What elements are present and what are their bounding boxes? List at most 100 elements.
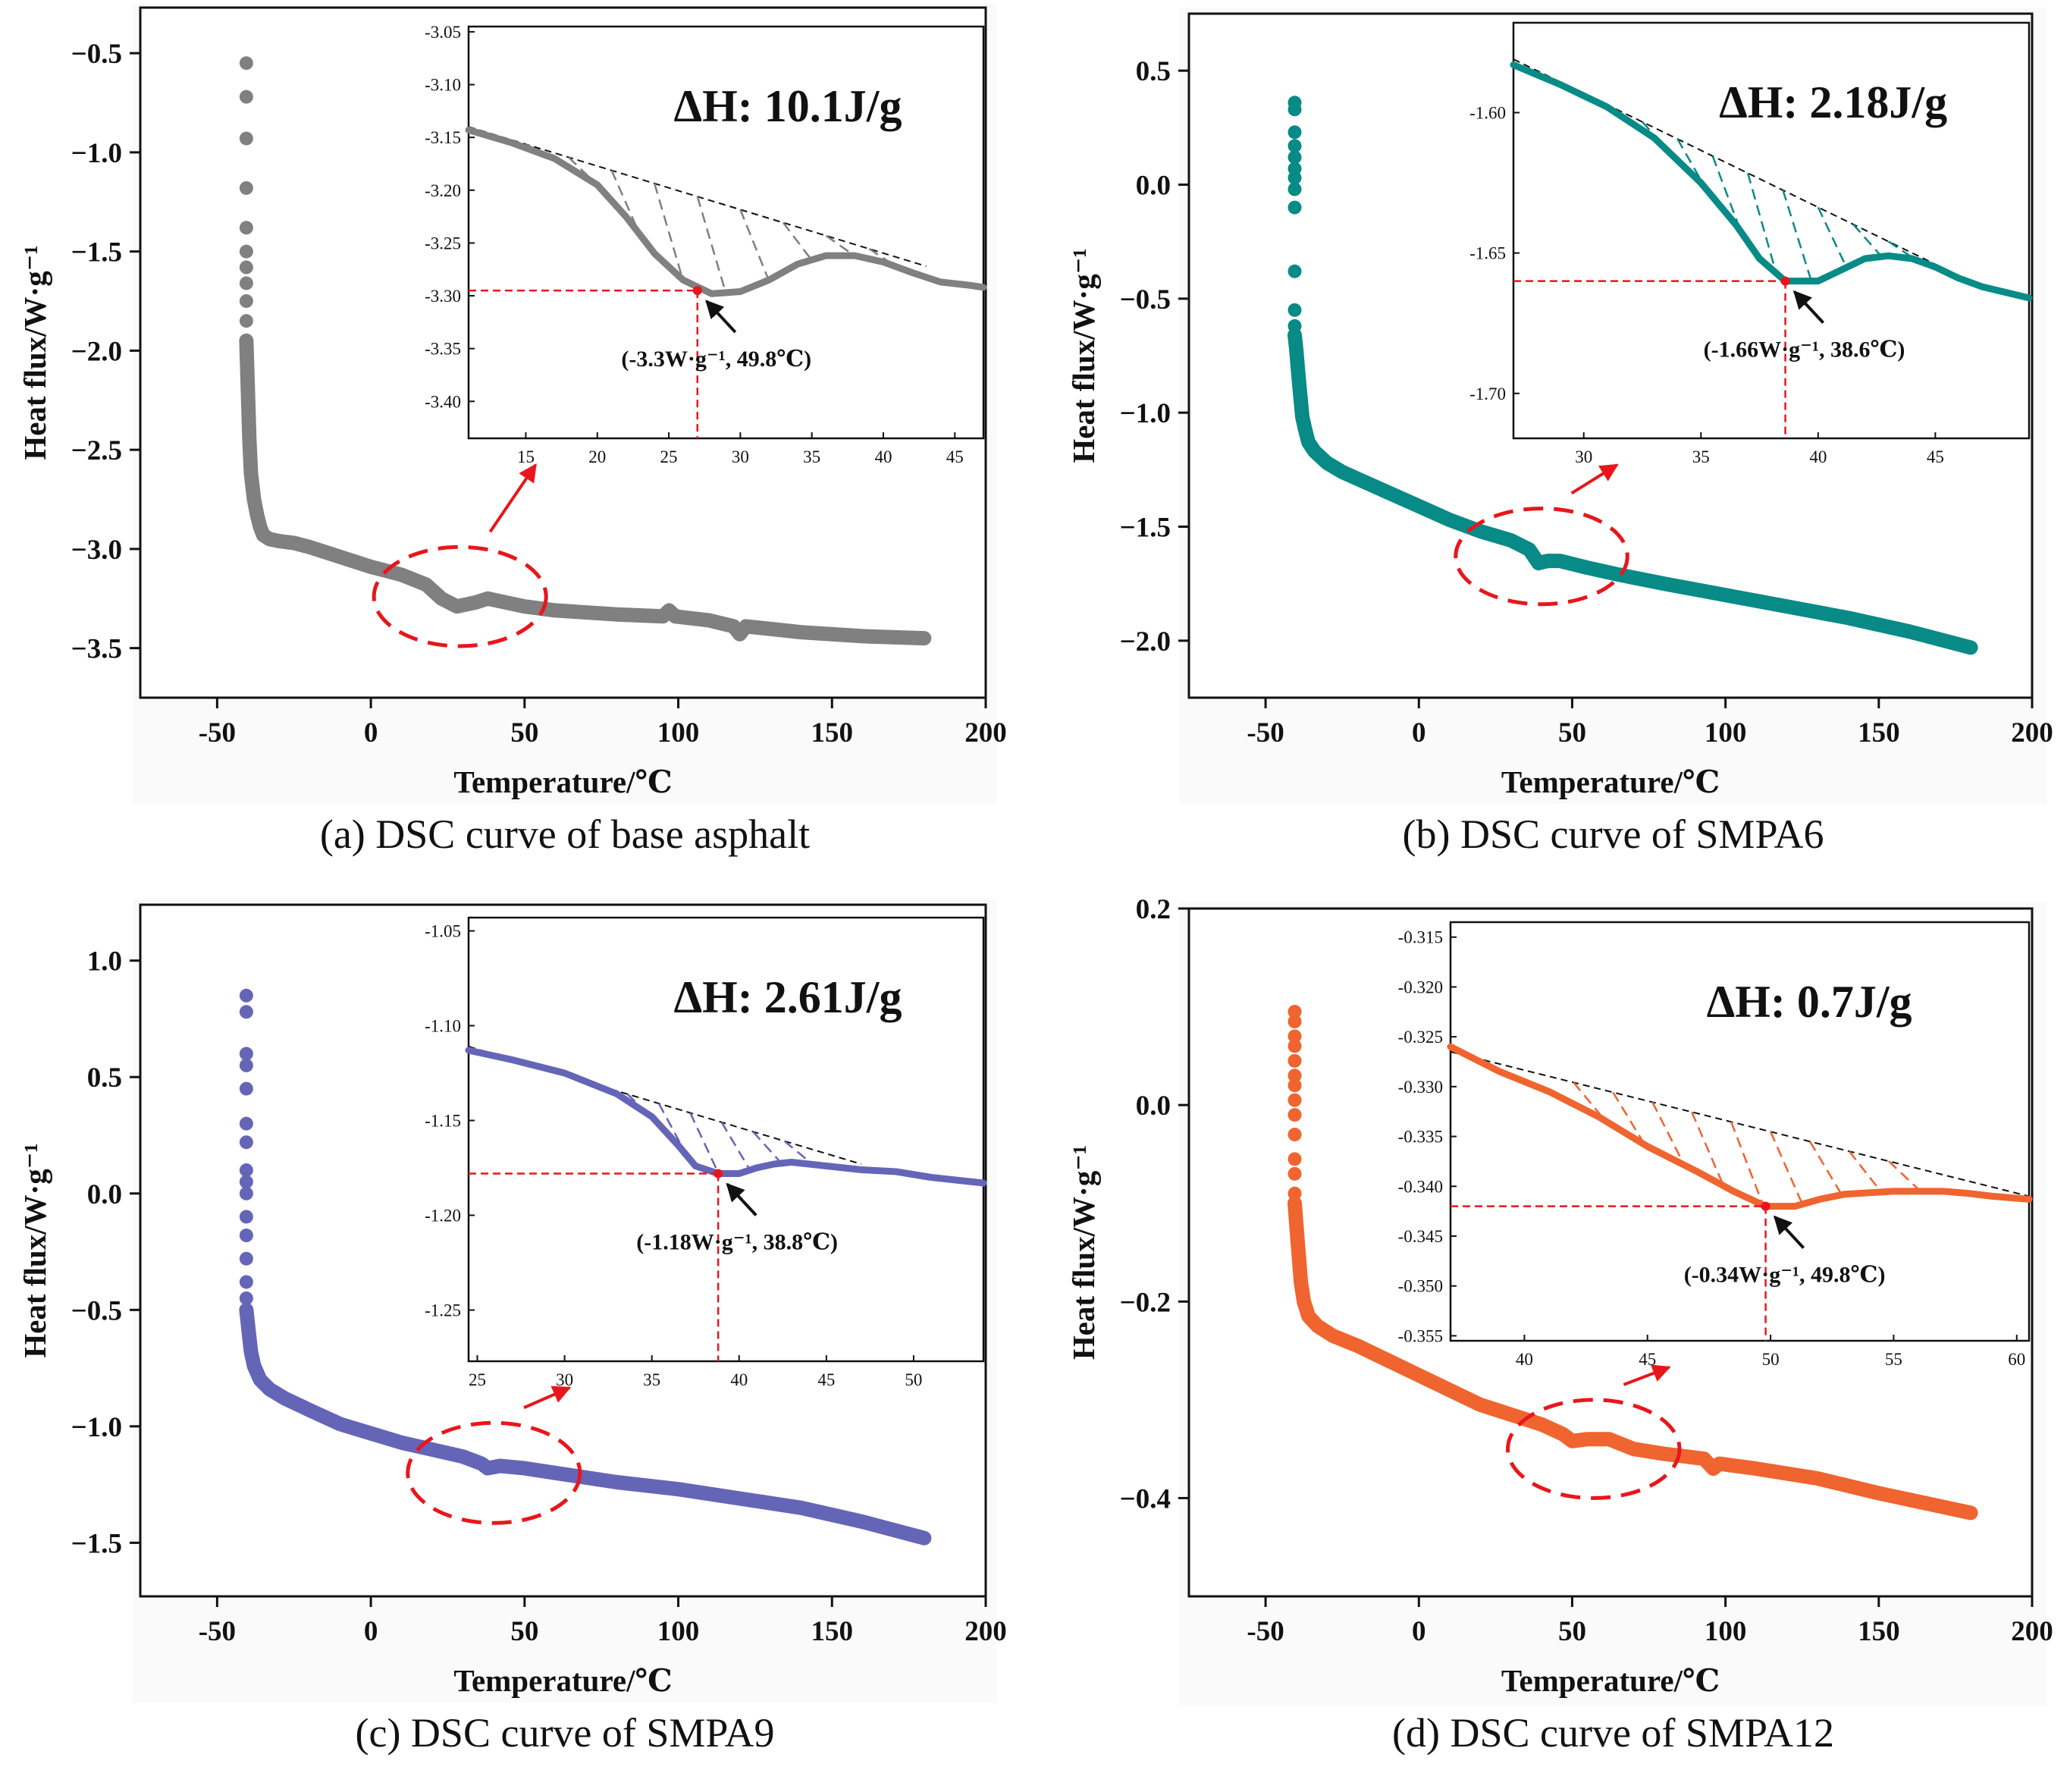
data-point [1287, 1015, 1302, 1029]
inset-hatch-line [868, 248, 899, 268]
x-tick-label: 200 [2011, 1616, 2053, 1647]
x-tick-label: 150 [811, 717, 854, 748]
data-point [1287, 102, 1302, 117]
y-tick-label: 0.2 [1136, 894, 1171, 925]
inset-hatch-line [696, 196, 727, 293]
data-point [1287, 1108, 1302, 1122]
inset-curve [1510, 61, 2033, 302]
inset-hatch-line [1888, 1160, 1921, 1192]
inset-y-tick-label: -0.355 [1398, 1326, 1443, 1345]
x-tick-label: 100 [1705, 1616, 1747, 1647]
x-tick-label: 200 [964, 1616, 1007, 1647]
inset-x-tick-label: 30 [732, 447, 749, 466]
panel-d: -50 0 50 100 150 200 0.2 0.0 −0.2 −0.4 Temperature… [1066, 894, 2053, 1756]
data-point [239, 131, 253, 146]
series-line [1287, 328, 1978, 655]
data-point [239, 1175, 253, 1189]
y-tick-label: −1.0 [1120, 398, 1171, 429]
inset-y-tick-label: -0.335 [1398, 1128, 1443, 1147]
data-point [239, 1135, 253, 1150]
y-tick-label: −3.0 [71, 535, 122, 566]
data-point [1287, 1053, 1302, 1068]
inset-x-tick-label: 45 [1639, 1350, 1656, 1369]
highlight-ellipse [1506, 1398, 1682, 1500]
inset-y-tick-label: -0.350 [1398, 1277, 1443, 1296]
inset-y-tick-label: -0.340 [1398, 1177, 1443, 1196]
y-axis-label: Heat flux/W·g⁻¹ [17, 1143, 52, 1357]
x-tick-label: -50 [1247, 717, 1284, 748]
x-tick-label: 100 [657, 1616, 700, 1647]
series-line [239, 333, 932, 646]
panel-caption: (c) DSC curve of SMPA9 [356, 1710, 775, 1756]
zoom-arrow [488, 463, 538, 533]
inset-x-tick-label: 35 [803, 447, 820, 466]
data-point [1287, 1152, 1302, 1166]
y-tick-label: −2.0 [1120, 626, 1171, 657]
y-tick-label: 0.0 [1136, 171, 1171, 202]
inset-y-tick-label: -1.15 [425, 1112, 461, 1131]
data-point [239, 1047, 253, 1061]
data-point [1287, 200, 1302, 215]
y-tick-label: −0.5 [1120, 284, 1171, 315]
peak-arrow [1792, 290, 1825, 325]
highlight-ellipse [1454, 506, 1629, 607]
enthalpy-label: ΔH: 2.61J/g [674, 972, 902, 1022]
y-tick-label: −1.0 [71, 138, 122, 169]
y-axis-label: Heat flux/W·g⁻¹ [1066, 248, 1101, 463]
inset-hatch-line [1848, 1150, 1882, 1193]
data-point [1287, 1039, 1302, 1053]
x-axis-label: Temperature/℃ [453, 764, 672, 799]
inset-y-tick-label: -3.40 [425, 392, 461, 411]
inset-x-tick-label: 15 [517, 447, 535, 466]
inset-hatch-line [739, 209, 770, 281]
inset-y-tick-label: -0.325 [1398, 1028, 1443, 1047]
data-point [239, 1163, 253, 1178]
inset-hatch-line [1808, 1141, 1843, 1196]
data-point [239, 314, 253, 328]
inset-y-tick-label: -1.25 [425, 1301, 461, 1320]
x-tick-label: 0 [364, 1616, 378, 1647]
y-tick-label: −2.0 [71, 336, 122, 367]
data-point [239, 294, 253, 309]
inset-y-tick-label: -3.35 [425, 340, 461, 359]
zoom-arrow [1570, 463, 1619, 495]
inset-x-tick-label: 20 [588, 447, 606, 466]
x-tick-label: 150 [811, 1616, 854, 1647]
inset-hatch-line [1676, 138, 1707, 190]
y-tick-label: 0.5 [87, 1062, 122, 1094]
x-tick-label: 0 [364, 717, 378, 748]
inset-hatch-line [783, 1140, 814, 1166]
y-tick-label: 0.0 [1136, 1091, 1171, 1122]
x-tick-label: 100 [1705, 717, 1747, 748]
y-tick-label: −0.5 [71, 1295, 122, 1326]
inset-y-tick-label: -3.25 [425, 234, 461, 253]
enthalpy-label: ΔH: 2.18J/g [1719, 77, 1947, 127]
x-axis-label: Temperature/℃ [453, 1663, 672, 1698]
inset-plot [1512, 21, 2031, 440]
data-point [239, 1210, 253, 1224]
inset-x-tick-label: 35 [643, 1370, 660, 1389]
x-tick-label: -50 [199, 1616, 236, 1647]
zoom-arrow [1623, 1364, 1671, 1386]
inset-hatch-line [1651, 1101, 1686, 1166]
inset-x-tick-label: 40 [1516, 1350, 1533, 1369]
x-tick-label: 50 [510, 1616, 538, 1647]
data-point [1287, 1093, 1302, 1107]
inset-baseline [1513, 58, 1936, 265]
inset-x-tick-label: 25 [469, 1370, 486, 1389]
inset-plot [467, 25, 985, 440]
inset-y-tick-label: -1.20 [425, 1207, 461, 1226]
inset-hatch-line [1887, 240, 1918, 262]
data-point [239, 276, 253, 290]
peak-arrow [1773, 1215, 1805, 1249]
peak-label: (-1.66W·g⁻¹, 38.6℃) [1704, 337, 1905, 362]
y-tick-label: −1.5 [71, 237, 122, 268]
x-tick-label: 200 [2011, 717, 2053, 748]
inset-y-tick-label: -1.60 [1469, 103, 1506, 122]
inset-x-tick-label: 30 [556, 1370, 573, 1389]
inset-hatch-line [689, 1112, 720, 1175]
inset-hatch-line [568, 156, 598, 186]
inset-x-tick-label: 60 [2008, 1350, 2025, 1369]
inset-hatch-line [1711, 155, 1742, 233]
peak-arrow [726, 1182, 757, 1216]
